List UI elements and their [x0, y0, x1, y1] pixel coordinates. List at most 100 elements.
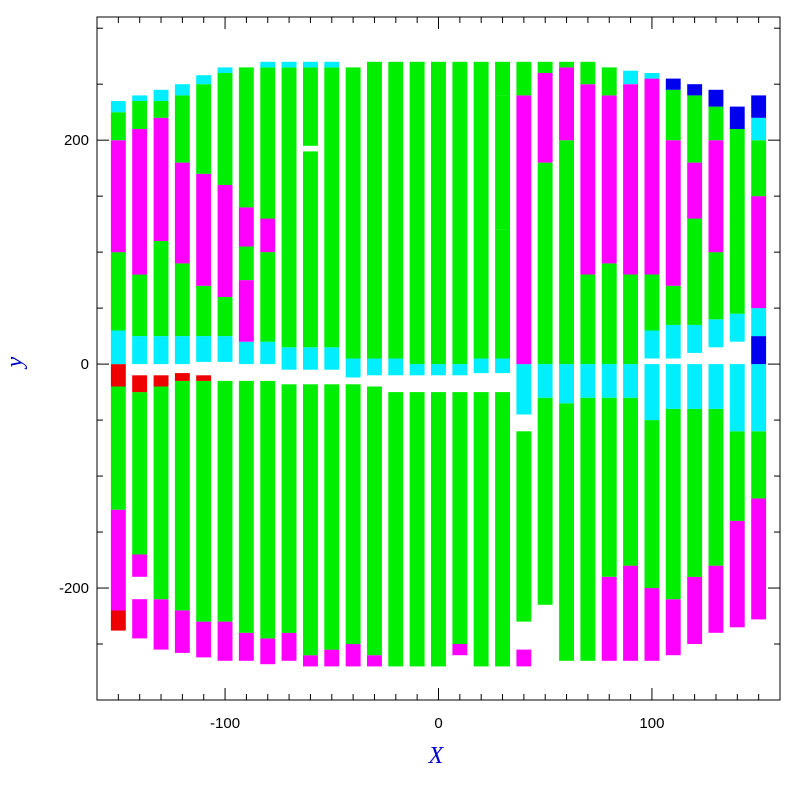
strip-segment-green — [644, 274, 660, 331]
strip-segment-cyan — [110, 101, 126, 113]
strip-segment-magenta — [132, 129, 148, 275]
strip-segment-green — [132, 392, 148, 555]
strip-segment-blue — [687, 84, 703, 96]
strip-segment-cyan — [303, 61, 318, 68]
strip-segment-green — [601, 263, 617, 365]
strip-segment-green — [708, 106, 724, 141]
x-tick-label: 100 — [639, 715, 664, 732]
strip-segment-green — [174, 263, 190, 337]
strip-segment-cyan — [345, 358, 361, 378]
strip — [495, 61, 510, 667]
strip — [388, 61, 404, 667]
x-tick-label: 0 — [434, 715, 442, 732]
strip-segment-cyan — [644, 330, 660, 359]
strip-segment-cyan — [601, 364, 617, 398]
strip-segment-cyan — [431, 364, 446, 376]
strip — [708, 89, 724, 633]
strip-segment-green — [110, 112, 126, 141]
strip-segment-magenta — [601, 95, 617, 264]
strip-segment-green — [580, 61, 596, 85]
strip-segment-cyan — [132, 95, 148, 101]
strip-segment-green — [729, 129, 745, 219]
strip-segment-magenta — [238, 280, 254, 342]
strip-segment-magenta — [238, 207, 254, 247]
strip-segment-blue — [729, 106, 745, 129]
strip-segment-green — [431, 61, 446, 365]
strip-segment-magenta — [580, 84, 596, 275]
strip — [110, 101, 126, 631]
strip — [174, 84, 190, 653]
strip-segment-green — [665, 89, 681, 141]
strip-segment-green — [452, 61, 468, 365]
strip — [559, 61, 574, 661]
strip-segment-green — [665, 285, 681, 325]
strip-segment-cyan — [665, 364, 681, 409]
y-tick-label: 200 — [64, 132, 89, 149]
strip-segment-cyan — [644, 364, 660, 421]
strip-segment-green — [687, 218, 703, 325]
y-tick-labels: -200 0 200 — [59, 132, 89, 597]
strip-segment-magenta — [687, 576, 703, 644]
strip-segment-magenta — [708, 565, 724, 633]
strip-segment-magenta — [367, 655, 382, 667]
axis-ticks — [97, 17, 780, 701]
strip-segment-green — [174, 380, 190, 611]
strip-segment-green — [516, 61, 532, 96]
strip-segment-magenta — [132, 599, 148, 639]
strip-segment-cyan — [751, 308, 767, 337]
strip-segment-cyan — [623, 364, 638, 398]
strip-segment-red — [110, 364, 126, 387]
strip-segment-green — [559, 403, 574, 661]
strip-segment-cyan — [324, 347, 340, 370]
strip-segment-green — [708, 408, 724, 566]
strip-segment-green — [217, 296, 233, 337]
strip-segment-cyan — [238, 341, 254, 365]
strip-segment-green — [409, 392, 425, 667]
strip-segment-cyan — [260, 341, 276, 365]
strip — [196, 75, 212, 658]
strip-segment-green — [303, 67, 318, 146]
strip — [367, 61, 382, 667]
strip-segment-magenta — [751, 498, 767, 620]
strip-segment-magenta — [324, 649, 340, 667]
strip-segment-cyan — [132, 336, 148, 365]
strip-segment-green — [132, 101, 148, 129]
strip-segment-green — [367, 386, 382, 656]
strip-segment-green — [388, 392, 404, 667]
y-tick-label: -200 — [59, 580, 89, 597]
strip — [473, 61, 489, 667]
strip-segment-cyan — [409, 364, 425, 376]
strip-segment-green — [238, 380, 254, 633]
strip-segment-magenta — [687, 162, 703, 219]
strip-segment-green — [537, 162, 553, 365]
strip-segment-green — [623, 397, 638, 566]
strip-segment-cyan — [281, 347, 297, 370]
strip — [537, 61, 553, 605]
strip-segment-cyan — [623, 70, 638, 85]
x-tick-labels: -100 0 100 — [210, 715, 664, 732]
strip-segment-cyan — [644, 73, 660, 79]
strip — [345, 67, 361, 667]
strip — [238, 67, 254, 661]
strip — [516, 61, 532, 667]
strip-segment-green — [687, 95, 703, 163]
strip-segment-magenta — [751, 196, 767, 309]
strip-segment-green — [153, 101, 169, 118]
strip-segment-cyan — [580, 364, 596, 398]
x-axis-label: X — [428, 743, 445, 769]
strip-segment-green — [729, 218, 745, 314]
strip-segment-cyan — [174, 84, 190, 96]
strip — [431, 61, 446, 667]
strip-segment-magenta — [238, 632, 254, 661]
strip-segment-red — [196, 375, 212, 381]
strip-segment-cyan — [751, 364, 767, 432]
strip — [751, 95, 767, 620]
strip-segment-cyan — [217, 336, 233, 362]
strip-segment-magenta — [303, 655, 318, 667]
strip-segment-magenta — [196, 173, 212, 286]
strip-segment-cyan — [217, 67, 233, 73]
strip-segment-magenta — [281, 632, 297, 661]
strip-segment-green — [409, 61, 425, 365]
strip-segment-red — [153, 375, 169, 387]
strip-segment-cyan — [729, 313, 745, 342]
